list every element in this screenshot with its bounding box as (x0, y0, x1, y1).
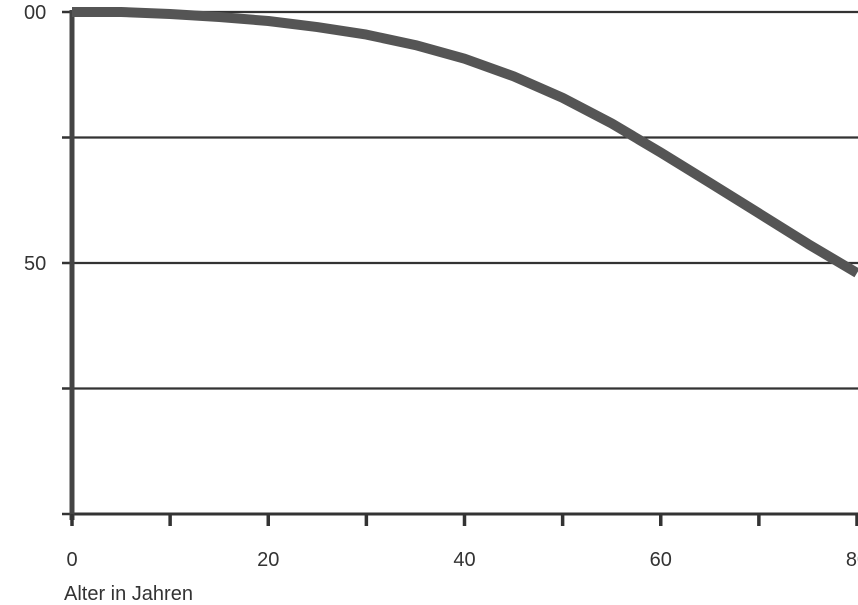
series-layer (72, 7, 858, 278)
gridlines (72, 10, 858, 516)
series-line-0 (72, 7, 858, 278)
x-tick-label-0: 0 (66, 549, 77, 571)
axes (62, 10, 858, 526)
y-tick-label-50: 50 (24, 253, 46, 275)
x-tick-label-40: 40 (453, 549, 475, 571)
x-tick-label-20: 20 (257, 549, 279, 571)
y-tick-label-100: 00 (24, 2, 46, 24)
x-axis-title: Alter in Jahren (64, 583, 193, 605)
tick-labels: 0 20 40 60 80 00 50 (24, 2, 858, 571)
x-tick-label-60: 60 (650, 549, 672, 571)
x-tick-label-80: 80 (846, 549, 858, 571)
